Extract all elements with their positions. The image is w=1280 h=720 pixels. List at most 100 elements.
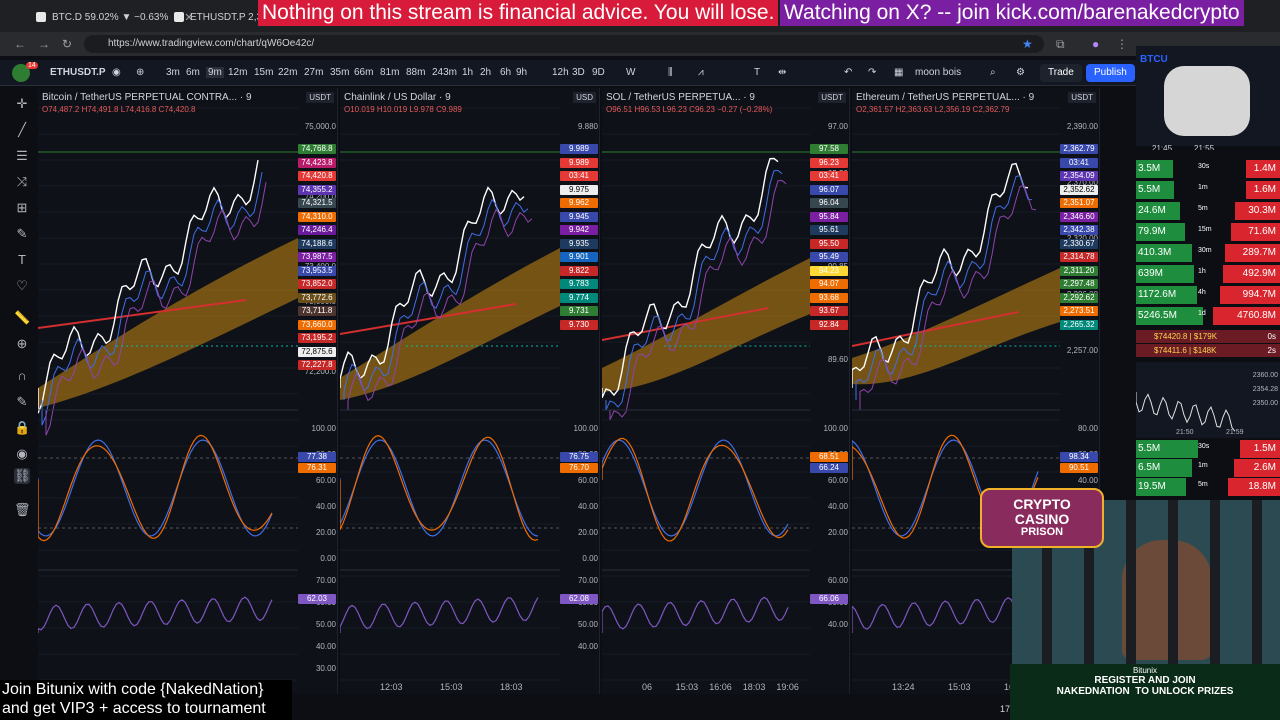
brush-icon[interactable]: ✎ <box>16 226 28 241</box>
timeframe-6m[interactable]: 6m <box>186 67 200 78</box>
timeframe-12h[interactable]: 12h <box>552 67 569 78</box>
currency-selector[interactable]: USDT <box>306 92 334 103</box>
lock-draw-icon[interactable]: ✎ <box>16 394 28 409</box>
buy-volume-bar <box>1136 459 1192 477</box>
symbol-search[interactable]: ETHUSDT.P <box>50 67 106 78</box>
chart-panel-2[interactable]: Chainlink / US Dollar · 9 O10.019 H10.019… <box>340 88 600 694</box>
price-axis[interactable]: USDT97.0095.5091.5090.8590.2089.6097.589… <box>810 88 849 694</box>
browser-menu-icon[interactable]: ⋮ <box>1116 37 1128 51</box>
trendline-icon[interactable]: ╱ <box>18 122 26 137</box>
timeframe-88m[interactable]: 88m <box>406 67 426 78</box>
chart-canvas[interactable] <box>602 88 810 694</box>
fib-icon[interactable]: ☰ <box>16 148 28 163</box>
publish-button[interactable]: Publish <box>1086 64 1135 82</box>
price-axis[interactable]: USD9.8809.8409.8109.9899.98903:419.9759.… <box>560 88 599 694</box>
indicators-icon[interactable]: ⩘ <box>698 67 704 78</box>
ruler-icon[interactable]: 📏 <box>14 310 31 325</box>
browser-tab-ethusdt[interactable]: ETHUSDT.P 2,362.79 <box>174 6 287 28</box>
price-axis[interactable]: USDT75,000.074,600.074,200.073,800.073,4… <box>298 88 337 694</box>
pattern-icon[interactable]: ⤨ <box>16 174 28 189</box>
timeframe-15m[interactable]: 15m <box>254 67 274 78</box>
time-axis-label: 15:03 <box>675 682 699 692</box>
chart-panel-4[interactable]: Ethereum / TetherUS PERPETUAL... · 9 O2,3… <box>852 88 1100 694</box>
panel-ohlc: O96.51 H96.53 L96.23 C96.23 −0.27 (−0.28… <box>606 105 773 114</box>
price-tag: 74,310.0 <box>298 211 336 222</box>
text-icon[interactable]: T <box>18 252 26 267</box>
oscillator-axis-label: 80.00 <box>1077 424 1098 433</box>
timeframe-9m[interactable]: 9m <box>206 67 224 78</box>
panel-symbol-title[interactable]: SOL / TetherUS PERPETUA... · 9 <box>606 92 755 103</box>
currency-selector[interactable]: USDT <box>818 92 846 103</box>
zoom-icon[interactable]: ⊕ <box>16 336 28 351</box>
buy-volume-bar <box>1136 160 1173 178</box>
forward-icon[interactable]: → <box>38 37 50 51</box>
rsi-axis-label: 40.00 <box>577 642 598 651</box>
timeframe-27m[interactable]: 27m <box>304 67 324 78</box>
chart-canvas[interactable] <box>38 88 298 694</box>
redo-icon[interactable]: ↷ <box>868 67 877 78</box>
timeframe-12m[interactable]: 12m <box>228 67 248 78</box>
eye-visibility-icon[interactable]: ◉ <box>16 446 28 461</box>
compare-plus-icon[interactable]: ⊕ <box>136 67 145 78</box>
panel-symbol-title[interactable]: Chainlink / US Dollar · 9 <box>344 92 451 103</box>
heart-icon[interactable]: ♡ <box>16 278 28 293</box>
panel-symbol-title[interactable]: Bitcoin / TetherUS PERPETUAL CONTRA... ·… <box>42 92 252 103</box>
extensions-icon[interactable]: ⧉ <box>1056 37 1065 51</box>
time-axis-label: 15:03 <box>440 682 463 692</box>
timeframe-9h[interactable]: 9h <box>516 67 528 78</box>
timeframe-66m[interactable]: 66m <box>354 67 374 78</box>
currency-selector[interactable]: USDT <box>1068 92 1096 103</box>
search-icon[interactable]: ⌕ <box>990 67 996 78</box>
panel-symbol-title[interactable]: Ethereum / TetherUS PERPETUAL... · 9 <box>856 92 1035 103</box>
timeframe-22m[interactable]: 22m <box>278 67 298 78</box>
timeframe-81m[interactable]: 81m <box>380 67 400 78</box>
crosshair-icon[interactable]: ✛ <box>16 96 28 111</box>
timeframe-3m[interactable]: 3m <box>166 67 180 78</box>
url-input[interactable]: https://www.tradingview.com/chart/qW6Oe4… <box>84 35 1044 53</box>
price-axis-label: 74,200.0 <box>304 192 336 201</box>
link-icon[interactable]: ⛓ <box>14 468 31 484</box>
register-promo: Bitunix REGISTER AND JOIN NAKEDNATION TO… <box>1010 664 1280 720</box>
chart-type-icon[interactable]: ⫼ <box>668 67 673 78</box>
prediction-icon[interactable]: ⊞ <box>16 200 28 215</box>
bookmark-star-icon[interactable]: ★ <box>1022 37 1033 51</box>
lock-icon[interactable]: 🔒 <box>14 420 31 435</box>
currency-selector[interactable]: USD <box>573 92 596 103</box>
reload-icon[interactable]: ↻ <box>62 37 73 51</box>
settings-gear-icon[interactable]: ⚙ <box>1016 67 1025 78</box>
eye-icon[interactable]: ◉ <box>112 67 121 78</box>
layout-name[interactable]: moon bois <box>915 67 962 78</box>
trash-icon[interactable]: 🗑 <box>14 502 31 517</box>
magnet-icon[interactable]: ∩ <box>17 368 27 383</box>
time-axis-label: 13:24 <box>892 682 915 692</box>
close-tab-icon[interactable]: ✕ <box>184 11 194 24</box>
oscillator-axis-label: 40.00 <box>315 502 336 511</box>
price-tag: 74,246.4 <box>298 225 336 235</box>
back-icon[interactable]: ← <box>14 37 26 51</box>
price-tag: 9.783 <box>560 279 598 289</box>
measure-icon[interactable]: ⇹ <box>778 67 787 78</box>
chart-panel-1[interactable]: Bitcoin / TetherUS PERPETUAL CONTRA... ·… <box>38 88 338 694</box>
text-tool-icon[interactable]: T <box>754 67 761 78</box>
chart-panel-3[interactable]: SOL / TetherUS PERPETUA... · 9 O96.51 H96… <box>602 88 850 694</box>
oscillator-axis-label: 100.00 <box>573 424 598 433</box>
browser-tab-btc-dominance[interactable]: BTC.D 59.02% ▼ −0.63% ✕ <box>36 6 194 28</box>
timeframe-W[interactable]: W <box>626 67 636 78</box>
timeframe-35m[interactable]: 35m <box>330 67 350 78</box>
user-avatar[interactable] <box>12 64 30 82</box>
timeframe-9D[interactable]: 9D <box>592 67 605 78</box>
layout-grid-icon[interactable]: ▦ <box>894 67 904 78</box>
mini-chart-price: 2354.28 <box>1252 386 1278 393</box>
profile-avatar[interactable]: ● <box>1092 37 1100 51</box>
trade-text: $74411.6 | $148K <box>1154 346 1217 355</box>
timeframe-6h[interactable]: 6h <box>500 67 512 78</box>
trade-button[interactable]: Trade <box>1040 64 1082 82</box>
timeframe-2h[interactable]: 2h <box>480 67 492 78</box>
rsi-value-tag: 62.03 <box>298 594 336 604</box>
chart-canvas[interactable] <box>340 88 560 694</box>
timeframe-243m[interactable]: 243m <box>432 67 458 78</box>
timeframe-3D[interactable]: 3D <box>572 67 585 78</box>
undo-icon[interactable]: ↶ <box>844 67 853 78</box>
timeframe-1h[interactable]: 1h <box>462 67 474 78</box>
ema-line <box>605 169 783 411</box>
